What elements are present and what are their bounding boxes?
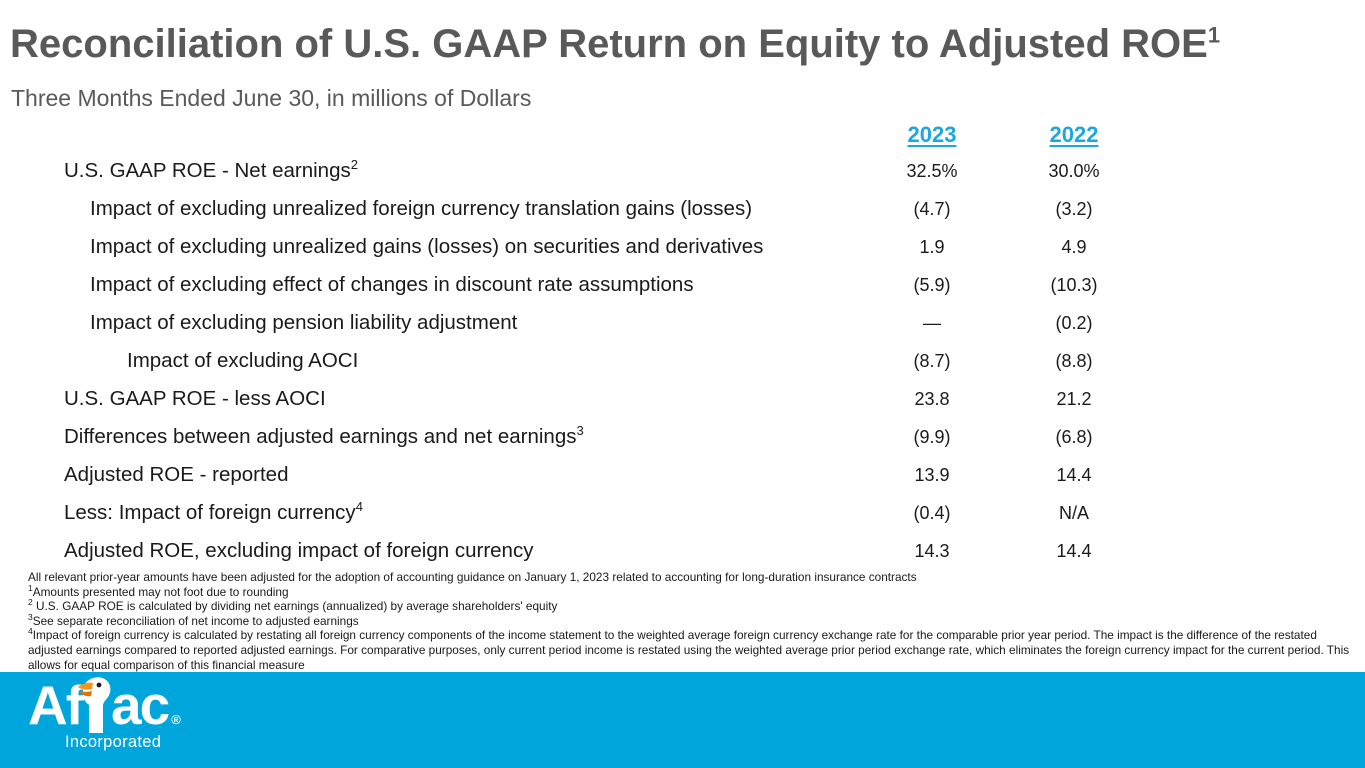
row-label: U.S. GAAP ROE - less AOCI: [64, 387, 326, 410]
row-value-2022: 14.4: [1056, 464, 1092, 485]
title-footnote-ref: 1: [1207, 22, 1221, 48]
row-label: Impact of excluding AOCI: [127, 349, 359, 372]
logo-text-left: Af: [28, 674, 84, 736]
table-row: Differences between adjusted earnings an…: [0, 418, 1365, 456]
row-value-2022: (0.2): [1055, 312, 1093, 333]
row-label: Impact of excluding pension liability ad…: [90, 311, 518, 334]
footnote: 4Impact of foreign currency is calculate…: [28, 626, 1350, 672]
row-value-2022: (8.8): [1055, 350, 1093, 371]
row-label: Impact of excluding unrealized gains (lo…: [90, 235, 764, 258]
aflac-logo: Af ac ® Incorporated: [28, 674, 181, 752]
row-label: Impact of excluding effect of changes in…: [90, 273, 694, 296]
row-value-2023: (9.9): [913, 426, 951, 447]
row-value-2023: 14.3: [914, 540, 950, 561]
reconciliation-table: 2023 2022 U.S. GAAP ROE - Net earnings2 …: [0, 118, 1365, 570]
footnote: 2 U.S. GAAP ROE is calculated by dividin…: [28, 597, 558, 614]
table-row: Impact of excluding unrealized gains (lo…: [0, 228, 1365, 266]
table-row: U.S. GAAP ROE - less AOCI 23.8 21.2: [0, 380, 1365, 418]
row-value-2023: 23.8: [914, 388, 950, 409]
table-header-row: 2023 2022: [0, 118, 1365, 152]
aflac-duck-icon: [78, 677, 111, 733]
table-row: Impact of excluding pension liability ad…: [0, 304, 1365, 342]
row-label: Impact of excluding unrealized foreign c…: [90, 197, 753, 220]
footnote: 3See separate reconciliation of net inco…: [28, 611, 359, 628]
footnotes: All relevant prior-year amounts have bee…: [28, 570, 1358, 672]
row-value-2023: (5.9): [913, 274, 951, 295]
row-label: Differences between adjusted earnings an…: [64, 423, 584, 448]
footnote-ref: 4: [355, 499, 363, 515]
table-row: Adjusted ROE - reported 13.9 14.4: [0, 456, 1365, 494]
row-value-2023: (4.7): [913, 198, 951, 219]
row-value-2022: 14.4: [1056, 540, 1092, 561]
footnote-ref: 3: [576, 423, 584, 439]
row-value-2022: (3.2): [1055, 198, 1093, 219]
row-label: Adjusted ROE - reported: [64, 463, 289, 486]
footnote-marker: 3: [28, 611, 33, 622]
row-value-2022: (10.3): [1050, 274, 1098, 295]
table-row: Impact of excluding AOCI (8.7) (8.8): [0, 342, 1365, 380]
row-value-2022: 30.0%: [1048, 160, 1100, 181]
footnote-marker: 1: [28, 582, 33, 593]
row-value-2022: N/A: [1058, 502, 1089, 523]
table-row: Adjusted ROE, excluding impact of foreig…: [0, 532, 1365, 570]
column-header-2022: 2022: [1049, 122, 1099, 147]
footnote: All relevant prior-year amounts have bee…: [28, 570, 917, 584]
row-value-2022: 4.9: [1061, 236, 1087, 257]
row-value-2023: —: [923, 312, 941, 333]
column-header-2023: 2023: [907, 122, 957, 147]
footer-brand-band: Af ac ® Incorporated: [0, 672, 1365, 768]
footnote: 1Amounts presented may not foot due to r…: [28, 582, 289, 599]
footnote-marker: 2: [28, 597, 33, 608]
row-label: Less: Impact of foreign currency4: [64, 499, 363, 524]
row-value-2023: 32.5%: [906, 160, 958, 181]
page-title: Reconciliation of U.S. GAAP Return on Eq…: [10, 22, 1221, 66]
row-label: Adjusted ROE, excluding impact of foreig…: [64, 539, 534, 562]
row-value-2023: (8.7): [913, 350, 951, 371]
row-label: U.S. GAAP ROE - Net earnings2: [64, 157, 358, 182]
row-value-2022: (6.8): [1055, 426, 1093, 447]
table-row: U.S. GAAP ROE - Net earnings2 32.5% 30.0…: [0, 152, 1365, 190]
logo-text-right: ac: [111, 674, 170, 736]
table-row: Impact of excluding effect of changes in…: [0, 266, 1365, 304]
table-row: Less: Impact of foreign currency4 (0.4) …: [0, 494, 1365, 532]
row-value-2022: 21.2: [1056, 388, 1092, 409]
row-value-2023: 1.9: [919, 236, 945, 257]
footnote-ref: 2: [350, 157, 358, 173]
page-subtitle: Three Months Ended June 30, in millions …: [11, 85, 532, 111]
registered-trademark-icon: ®: [171, 712, 181, 727]
row-value-2023: (0.4): [913, 502, 951, 523]
row-value-2023: 13.9: [914, 464, 950, 485]
footnote-marker: 4: [28, 626, 33, 637]
logo-subtext: Incorporated: [65, 733, 162, 751]
table-row: Impact of excluding unrealized foreign c…: [0, 190, 1365, 228]
